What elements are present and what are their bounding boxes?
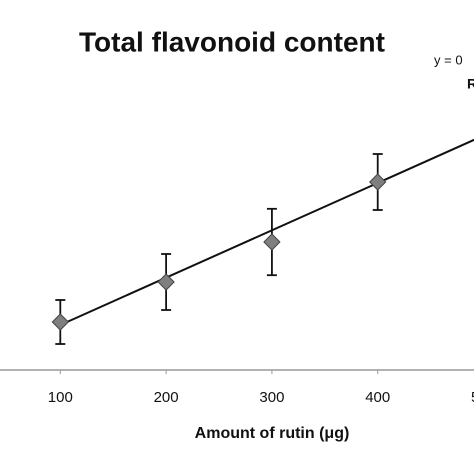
- x-axis-label: Amount of rutin (μg): [195, 425, 350, 442]
- marker: [369, 173, 387, 191]
- x-tick-label: 500: [471, 389, 474, 406]
- marker: [51, 313, 70, 331]
- x-tick-label: 300: [259, 389, 284, 406]
- equation: y = 0: [434, 52, 463, 67]
- trendline: [59, 138, 474, 326]
- chart-title: Total flavonoid content: [79, 26, 385, 57]
- x-tick-label: 400: [365, 389, 390, 406]
- x-tick-label: 200: [154, 389, 179, 406]
- marker: [263, 233, 281, 251]
- marker: [157, 273, 175, 291]
- x-tick-label: 100: [48, 389, 73, 406]
- r-squared: R: [467, 76, 474, 92]
